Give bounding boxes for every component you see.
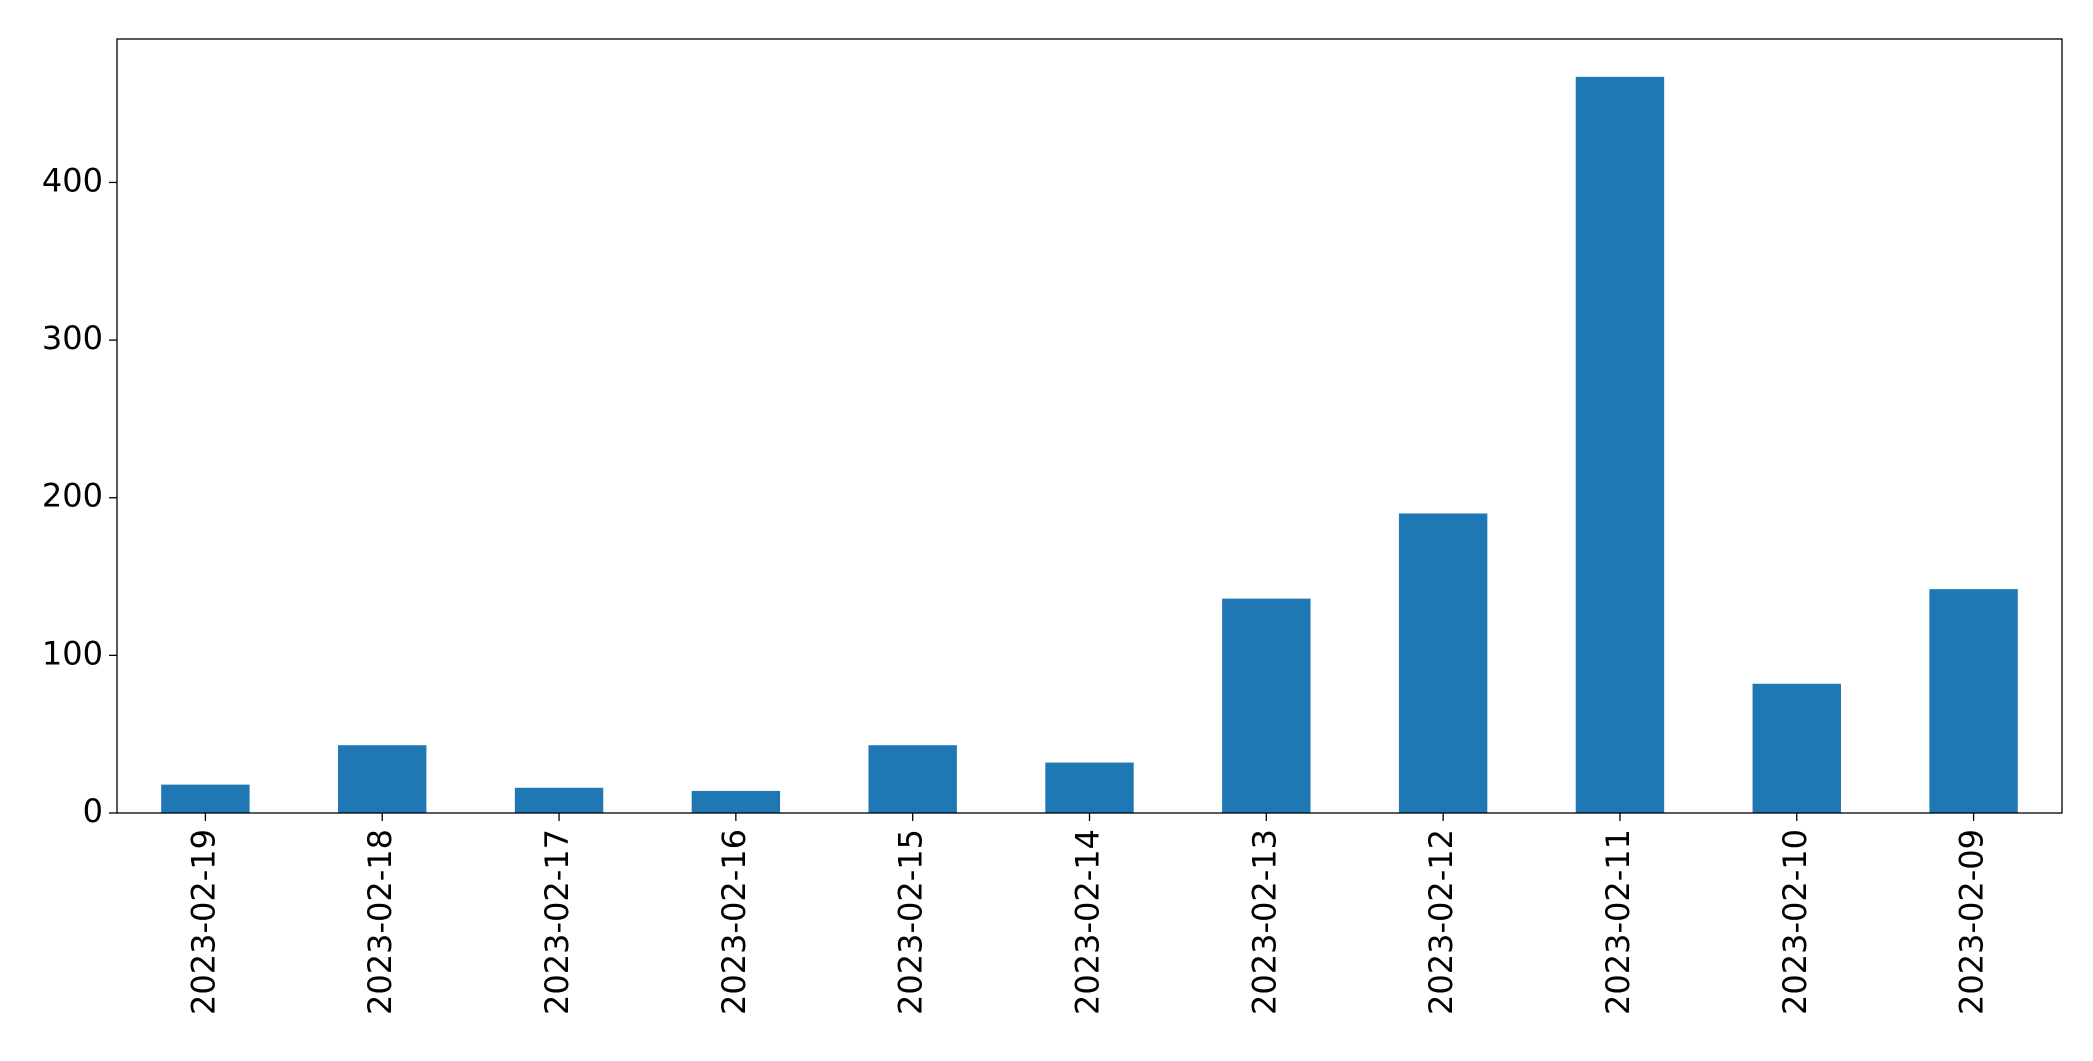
- bar: [338, 745, 427, 813]
- x-tick-label: 2023-02-16: [715, 829, 753, 1015]
- x-tick-label: 2023-02-11: [1599, 829, 1637, 1015]
- x-tick-label: 2023-02-10: [1776, 829, 1814, 1015]
- x-tick-label: 2023-02-17: [538, 829, 576, 1015]
- y-tick-label: 0: [83, 792, 103, 830]
- bar: [1929, 589, 2018, 813]
- bar: [868, 745, 957, 813]
- x-tick-label: 2023-02-18: [361, 829, 399, 1015]
- bar: [691, 790, 781, 813]
- x-tick-label: 2023-02-12: [1422, 829, 1460, 1015]
- y-tick-label: 300: [42, 319, 103, 357]
- x-tick-label: 2023-02-19: [184, 829, 222, 1015]
- y-tick-label: 100: [42, 634, 103, 672]
- bar: [1045, 762, 1134, 813]
- bar: [514, 787, 604, 813]
- bar: [161, 784, 250, 813]
- x-tick-label: 2023-02-15: [892, 829, 930, 1015]
- y-tick-label: 200: [42, 477, 103, 515]
- plot-frame: [116, 38, 2063, 814]
- x-tick-label: 2023-02-13: [1245, 829, 1283, 1015]
- y-tick-label: 400: [42, 161, 103, 199]
- bar: [1752, 683, 1841, 813]
- bar: [1575, 76, 1665, 813]
- x-tick-label: 2023-02-14: [1069, 829, 1107, 1015]
- bar: [1398, 513, 1488, 813]
- x-tick-label: 2023-02-09: [1953, 829, 1991, 1015]
- bar: [1222, 598, 1311, 813]
